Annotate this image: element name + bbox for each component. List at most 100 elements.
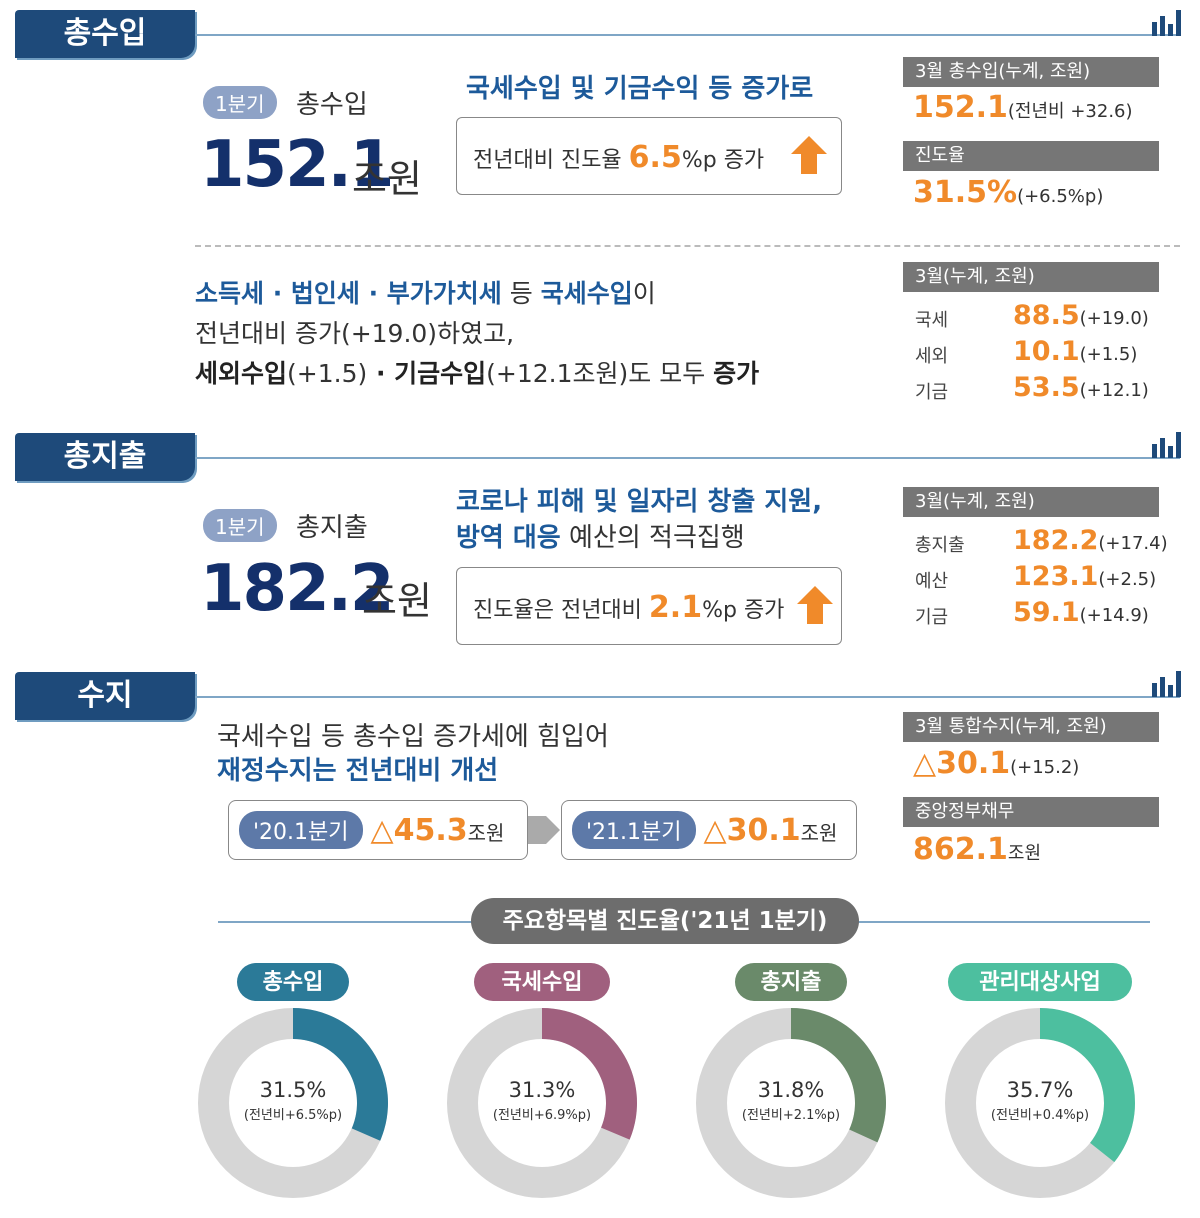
item-pill: [474, 963, 610, 1001]
section-line: [195, 34, 1180, 36]
value: △30.1: [913, 746, 1011, 781]
headline: 국세수입 및 기금수익 등 증가로: [466, 74, 814, 104]
side-header: 3월(누계, 조원): [903, 487, 1159, 517]
text: 이: [632, 279, 656, 308]
amount: 152.1: [200, 128, 394, 202]
text: ·: [367, 359, 395, 388]
value: △45.3: [370, 812, 468, 848]
chevron: [528, 816, 560, 844]
period: '21.1분기: [572, 811, 696, 849]
text: (+1.5): [287, 359, 368, 388]
unit: 조원: [362, 579, 432, 623]
value: 182.2: [1013, 525, 1099, 556]
section-line: [195, 696, 1180, 698]
text: (+12.1조원)도 모두: [486, 359, 714, 388]
side-header: 중앙정부채무: [903, 797, 1159, 827]
text: 등: [501, 279, 541, 308]
box: 진도율은 전년대비 2.1%p 증가: [456, 567, 842, 645]
label: 총수입: [296, 90, 368, 120]
badge: 1분기: [203, 509, 277, 542]
note: (+6.5%p): [1017, 186, 1104, 207]
line: 전년대비 증가(+19.0)하였고,: [195, 319, 515, 348]
highlight: 2.1: [648, 590, 703, 625]
text: %p 증가: [702, 598, 785, 623]
value: 10.1: [1013, 336, 1080, 367]
donut-arc: [1040, 1008, 1135, 1163]
line: 국세수입 등 총수입 증가세에 힘입어: [217, 722, 609, 752]
side-value: △30.1(+15.2): [913, 746, 1079, 781]
donut-arc: [293, 1008, 389, 1141]
row-label: 기금: [915, 382, 949, 403]
item-pill: [948, 963, 1132, 1001]
compare-box: '21.1분기 △30.1조원: [561, 800, 857, 860]
badge: 1분기: [203, 86, 277, 119]
value: 152.1: [913, 90, 1008, 125]
line: 소득세 · 법인세 · 부가가치세 등 국세수입이: [195, 274, 759, 314]
donut-value: 31.5%: [260, 1078, 327, 1102]
text: 전년대비 진도율: [473, 148, 629, 173]
note: (+2.5): [1098, 569, 1157, 590]
note: (전년비 +32.6): [1007, 101, 1133, 122]
section-tab: 총수입: [15, 10, 195, 58]
side-header: 진도율: [903, 141, 1159, 171]
bar-icon: [1152, 671, 1181, 697]
donut-note: (전년비+0.4%p): [991, 1108, 1089, 1123]
em: 증가: [713, 359, 760, 388]
section-line: [195, 457, 1180, 459]
donut-arc: [791, 1008, 887, 1143]
row-label: 예산: [915, 571, 949, 592]
side-value: 862.1조원: [913, 832, 1041, 867]
side-header: 3월(누계, 조원): [903, 262, 1159, 292]
highlight: 6.5: [628, 140, 682, 175]
donut-charts: 총수입 31.5% (전년비+6.5%p) 국세수입 31.3% (전년비+6.9%p) 총…: [198, 963, 1135, 1198]
note: 조원: [1007, 843, 1042, 864]
compare-box: '20.1분기 △45.3조원: [228, 800, 528, 860]
text: 예산의 적극집행: [560, 523, 745, 553]
em: 국세수입: [540, 279, 633, 308]
unit: 조원: [467, 820, 505, 845]
description: 소득세 · 법인세 · 부가가치세 등 국세수입이 전년대비 증가(+19.0)…: [195, 274, 759, 394]
note: (+19.0): [1079, 308, 1149, 329]
item-name: 관리대상사업: [979, 970, 1100, 995]
value: 31.5%: [913, 175, 1018, 210]
box: 전년대비 진도율 6.5%p 증가: [456, 117, 842, 195]
period: '20.1분기: [239, 811, 363, 849]
value: 123.1: [1013, 561, 1099, 592]
item-name: 총지출: [761, 970, 822, 995]
row-label: 세외: [915, 346, 949, 367]
donut-value: 31.3%: [509, 1078, 576, 1102]
donut-value: 35.7%: [1007, 1078, 1074, 1102]
row-label: 총지출: [915, 535, 965, 556]
donut-arc: [542, 1008, 638, 1140]
row-value: 182.2(+17.4): [1013, 525, 1168, 556]
row-value: 123.1(+2.5): [1013, 561, 1156, 592]
section-tab: 수지: [15, 672, 195, 720]
line: 방역 대응 예산의 적극집행: [456, 520, 822, 556]
item-name: 총수입: [263, 970, 324, 995]
em: 방역 대응: [456, 523, 561, 553]
text: 진도율은 전년대비: [473, 598, 649, 623]
section-tab: 총지출: [15, 433, 195, 481]
side-header: 3월 총수입(누계, 조원): [903, 57, 1159, 87]
em: 소득세 · 법인세 · 부가가치세: [195, 279, 502, 308]
row-value: 59.1(+14.9): [1013, 597, 1149, 628]
value: 862.1: [913, 832, 1008, 867]
value: 53.5: [1013, 372, 1080, 403]
value: △30.1: [703, 812, 801, 848]
note: (+17.4): [1098, 533, 1168, 554]
row-label: 국세: [915, 310, 949, 331]
divider: [195, 245, 1180, 247]
bar-icon: [1152, 10, 1181, 36]
unit: 조원: [352, 157, 422, 201]
line: 재정수지는 전년대비 개선: [217, 756, 499, 786]
balance-text: 국세수입 등 총수입 증가세에 힘입어 재정수지는 전년대비 개선: [217, 720, 609, 788]
up-arrow: [797, 586, 833, 624]
note: (+14.9): [1079, 605, 1149, 626]
note: (+1.5): [1079, 344, 1138, 365]
progress-title: 주요항목별 진도율('21년 1분기): [471, 898, 859, 944]
value: 88.5: [1013, 300, 1080, 331]
donut-note: (전년비+6.5%p): [244, 1108, 342, 1123]
headline: 코로나 피해 및 일자리 창출 지원, 방역 대응 예산의 적극집행: [456, 484, 822, 556]
donut-note: (전년비+2.1%p): [742, 1108, 840, 1123]
